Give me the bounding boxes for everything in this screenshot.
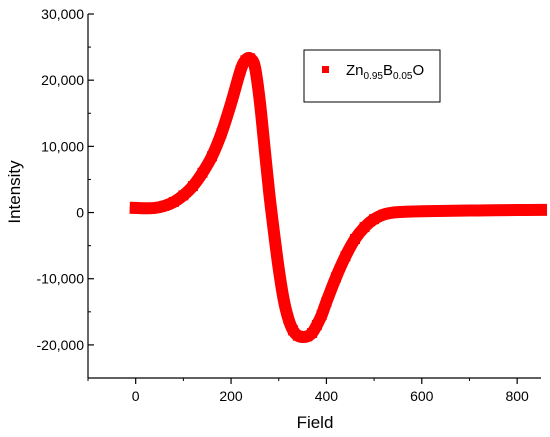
data-point <box>149 202 160 213</box>
y-tick-label: -20,000 <box>37 337 85 353</box>
legend-box <box>303 49 441 103</box>
data-point <box>330 272 341 283</box>
data-point <box>187 181 198 192</box>
data-point <box>206 151 217 162</box>
legend: Zn0.95B0.05O <box>303 49 441 103</box>
data-point <box>197 167 208 178</box>
data-point <box>536 204 546 215</box>
data-point <box>216 128 227 139</box>
data-point <box>340 251 351 262</box>
data-point <box>130 202 141 213</box>
data-point <box>235 65 246 76</box>
data-point <box>311 320 322 331</box>
data-point <box>278 293 289 304</box>
data-point <box>316 310 327 321</box>
data-point <box>397 206 408 217</box>
data-point <box>245 53 256 64</box>
data-point <box>407 206 418 217</box>
data-point <box>388 207 399 218</box>
data-point <box>378 209 389 220</box>
y-tick-label: -10,000 <box>37 271 85 287</box>
y-tick-label: 10,000 <box>41 138 84 154</box>
data-point <box>178 190 189 201</box>
series-layer <box>129 51 548 344</box>
data-point <box>159 200 170 211</box>
data-point <box>464 205 475 216</box>
data-point <box>440 205 451 216</box>
data-point <box>226 98 237 109</box>
legend-label: Zn0.95B0.05O <box>346 62 424 82</box>
data-point <box>268 227 279 238</box>
data-point <box>369 214 380 225</box>
series-zn-b-o <box>129 51 548 344</box>
x-tick-label: 200 <box>219 388 243 404</box>
data-point <box>350 234 361 245</box>
data-point <box>283 313 294 324</box>
x-tick-label: 800 <box>505 388 529 404</box>
data-point <box>512 205 523 216</box>
data-point <box>416 206 427 217</box>
data-point <box>307 327 318 338</box>
x-axis-title: Field <box>297 413 334 432</box>
data-point <box>259 141 270 152</box>
x-tick-label: 0 <box>132 388 140 404</box>
x-tick-label: 600 <box>410 388 434 404</box>
data-point <box>140 203 151 214</box>
data-point <box>359 222 370 233</box>
y-axis-title: Intensity <box>5 160 24 224</box>
x-tick-label: 400 <box>315 388 339 404</box>
legend-marker <box>322 66 329 73</box>
data-point <box>264 187 275 198</box>
axes: 30,000 20,000 10,000 0 -10,000 -20,000 0 200 400… <box>37 6 541 404</box>
y-tick-label: 30,000 <box>41 6 84 22</box>
data-point <box>254 95 265 106</box>
y-tick-label: 20,000 <box>41 72 84 88</box>
data-point <box>249 61 260 72</box>
data-point <box>488 205 499 216</box>
data-point <box>321 296 332 307</box>
data-point <box>168 196 179 207</box>
data-point <box>288 325 299 336</box>
y-tick-label: 0 <box>76 205 84 221</box>
data-point <box>273 263 284 274</box>
